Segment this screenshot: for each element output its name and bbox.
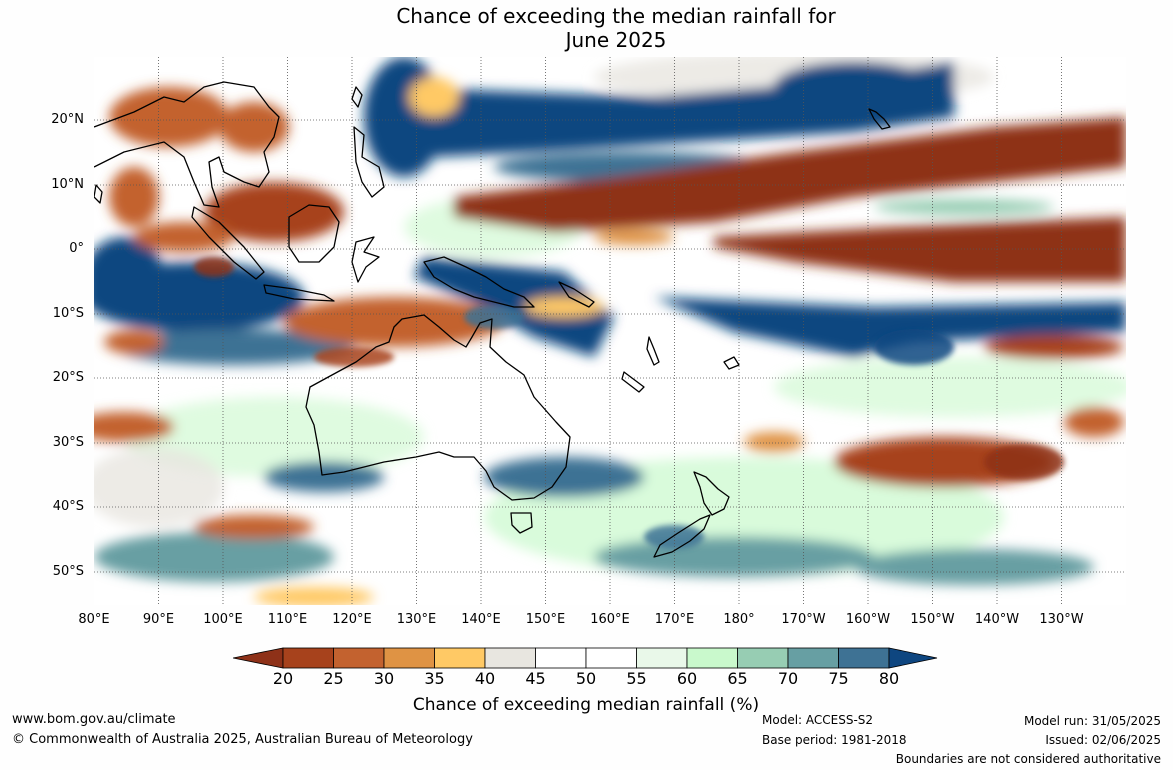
latitude-tick-label: 20°N (51, 112, 84, 127)
longitude-tick-label: 140°W (974, 612, 1020, 627)
colorbar-segment (636, 647, 688, 669)
sulawesi-coastline (351, 236, 380, 283)
rainfall-map-canvas (94, 57, 1126, 605)
colorbar-tick-label: 70 (777, 669, 799, 688)
colorbar-segment (333, 647, 385, 669)
longitude-tick-label: 150°E (525, 612, 566, 627)
longitude-tick-label: 130°E (396, 612, 437, 627)
tasmania-coastline (510, 512, 533, 534)
boundaries-disclaimer: Boundaries are not considered authoritat… (895, 752, 1161, 766)
colorbar (233, 647, 938, 669)
new-zealand-south-island-coastline (653, 514, 711, 558)
colorbar-segment (383, 647, 435, 669)
philippines-coastline (353, 126, 385, 198)
latitude-tick-label: 20°S (52, 370, 84, 385)
longitude-tick-label: 160°W (845, 612, 891, 627)
latitude-tick-label: 40°S (52, 499, 84, 514)
website-link[interactable]: www.bom.gov.au/climate (12, 712, 176, 727)
colorbar-segment (838, 647, 890, 669)
sri-lanka-coastline (94, 184, 103, 204)
new-guinea-coastline (423, 256, 535, 308)
colorbar-segment (686, 647, 738, 669)
colorbar-tick-label: 60 (676, 669, 698, 688)
longitude-tick-label: 170°W (781, 612, 826, 627)
colorbar-tick-label: 25 (323, 669, 344, 688)
map-title: Chance of exceeding the median rainfall … (0, 4, 1173, 52)
rainfall-map (94, 57, 1126, 605)
solomon-islands-coastline (558, 281, 595, 308)
vanuatu-coastline (646, 336, 660, 366)
colorbar-segment (787, 647, 839, 669)
colorbar-segment (282, 647, 334, 669)
map-title-line-2: June 2025 (565, 28, 667, 52)
longitude-tick-label: 100°E (203, 612, 243, 627)
colorbar-tick-label: 80 (878, 669, 900, 688)
colorbar-tick-label: 55 (626, 669, 647, 688)
colorbar-tick-label: 65 (727, 669, 748, 688)
graticule (94, 57, 1126, 605)
colorbar-under-arrow (233, 647, 284, 669)
sumatra-coastline (191, 206, 265, 280)
latitude-tick-label: 30°S (52, 435, 84, 450)
colorbar-segment (434, 647, 486, 669)
colorbar-tick-label: 50 (575, 669, 597, 688)
hawaii-coastline (868, 108, 891, 130)
new-zealand-north-island-coastline (693, 471, 730, 516)
latitude-tick-label: 10°N (51, 177, 84, 192)
longitude-tick-label: 180° (723, 612, 755, 627)
fiji-coastline (723, 356, 740, 370)
map-title-line-1: Chance of exceeding the median rainfall … (396, 4, 836, 28)
rainfall-probability-field (94, 57, 1126, 605)
colorbar-tick-label: 30 (373, 669, 395, 688)
colorbar-segment (585, 647, 637, 669)
coastlines (94, 81, 891, 558)
longitude-tick-label: 80°E (78, 612, 110, 627)
colorbar-segment (535, 647, 587, 669)
colorbar-tick-label: 35 (424, 669, 445, 688)
model-name: Model: ACCESS-S2 (762, 713, 874, 727)
new-caledonia-coastline (621, 371, 645, 393)
longitude-tick-label: 170°E (654, 612, 695, 627)
colorbar-tick-label: 40 (474, 669, 496, 688)
java-coastline (263, 284, 335, 302)
latitude-tick-label: 50°S (52, 564, 84, 579)
colorbar-tick-label: 20 (272, 669, 294, 688)
taiwan-coastline (351, 86, 363, 108)
colorbar-segment (484, 647, 536, 669)
rainfall-texture (194, 257, 1064, 549)
borneo-coastline (288, 204, 340, 263)
latitude-tick-label: 0° (69, 241, 84, 256)
longitude-tick-label: 130°W (1039, 612, 1084, 627)
australia-coastline (305, 314, 571, 501)
longitude-tick-label: 90°E (142, 612, 175, 627)
longitude-tick-label: 150°W (910, 612, 955, 627)
colorbar-label: Chance of exceeding median rainfall (%) (412, 695, 760, 715)
latitude-tick-label: 10°S (52, 306, 84, 321)
longitude-tick-label: 140°E (461, 612, 501, 627)
longitude-tick-label: 120°E (332, 612, 372, 627)
issued-date: Issued: 02/06/2025 (1045, 733, 1161, 747)
model-run-date: Model run: 31/05/2025 (1023, 714, 1161, 728)
colorbar-tick-label: 75 (828, 669, 849, 688)
colorbar-over-arrow (888, 647, 938, 669)
copyright-notice: © Commonwealth of Australia 2025, Austra… (12, 732, 473, 747)
colorbar-tick-label: 45 (525, 669, 546, 688)
colorbar-segment (737, 647, 789, 669)
longitude-tick-label: 160°E (590, 612, 630, 627)
southeast-asia-coastline (94, 81, 280, 208)
base-period: Base period: 1981-2018 (762, 733, 907, 747)
longitude-tick-label: 110°E (267, 612, 308, 627)
